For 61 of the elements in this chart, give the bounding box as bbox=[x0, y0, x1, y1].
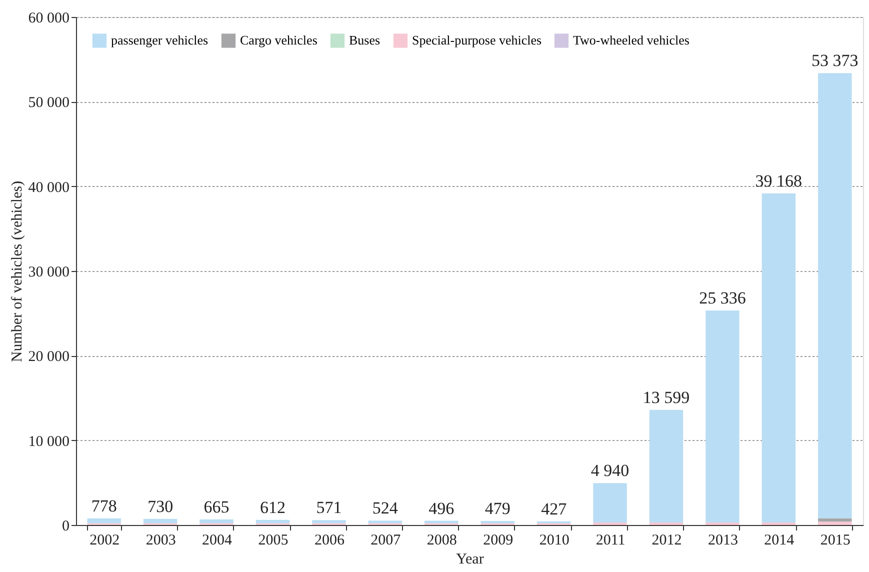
total-label: 53 373 bbox=[812, 51, 858, 70]
x-tick-label: 2015 bbox=[820, 532, 850, 548]
bar bbox=[593, 522, 627, 525]
bar bbox=[649, 410, 684, 522]
total-label: 665 bbox=[204, 497, 230, 516]
x-tick-label: 2007 bbox=[370, 532, 402, 548]
x-tick-label: 2012 bbox=[652, 532, 682, 548]
y-tick-label: 50 000 bbox=[28, 95, 70, 112]
y-tick-label: 60 000 bbox=[28, 10, 70, 26]
bar bbox=[649, 522, 684, 525]
y-tick-label: 30 000 bbox=[28, 264, 70, 280]
x-tick-label: 2004 bbox=[202, 532, 233, 548]
total-label: 25 336 bbox=[699, 288, 746, 308]
legend-label: Special-purpose vehicles bbox=[412, 32, 542, 48]
bar bbox=[312, 520, 346, 524]
x-tick-label: 2010 bbox=[539, 532, 570, 548]
bar bbox=[762, 193, 796, 522]
bar bbox=[143, 518, 178, 524]
bar bbox=[200, 519, 234, 524]
bar bbox=[818, 522, 852, 525]
legend-label: Two-wheeled vehicles bbox=[573, 32, 690, 48]
total-label: 39 168 bbox=[755, 171, 802, 190]
y-axis-title: Number of vehicles (vehicles) bbox=[9, 180, 26, 362]
y-tick-label: 0 bbox=[62, 518, 70, 534]
x-tick-label: 2008 bbox=[426, 532, 457, 548]
bar bbox=[593, 483, 627, 522]
total-label: 778 bbox=[91, 496, 117, 516]
bar bbox=[87, 518, 121, 524]
bar bbox=[706, 522, 740, 525]
bar bbox=[480, 520, 514, 524]
total-label: 612 bbox=[260, 498, 286, 517]
x-axis-title: Year bbox=[456, 552, 484, 568]
legend-label: Cargo vehicles bbox=[240, 32, 318, 48]
x-tick-label: 2002 bbox=[90, 532, 120, 548]
total-label: 13 599 bbox=[642, 388, 690, 407]
bar bbox=[256, 520, 290, 524]
total-label: 496 bbox=[428, 498, 454, 518]
bar bbox=[818, 73, 852, 518]
legend-label: passenger vehicles bbox=[111, 32, 208, 48]
x-tick-label: 2009 bbox=[483, 532, 514, 548]
bar bbox=[762, 522, 796, 525]
bar bbox=[424, 520, 458, 524]
total-label: 427 bbox=[541, 499, 568, 518]
y-tick-label: 10 000 bbox=[28, 434, 70, 450]
total-label: 524 bbox=[372, 498, 398, 518]
total-label: 479 bbox=[484, 498, 510, 518]
x-tick-label: 2005 bbox=[258, 532, 288, 548]
x-tick-label: 2014 bbox=[764, 532, 795, 548]
x-tick-label: 2011 bbox=[596, 532, 626, 548]
total-label: 571 bbox=[316, 498, 342, 518]
x-tick-label: 2006 bbox=[314, 532, 345, 548]
total-label: 730 bbox=[148, 496, 174, 516]
y-tick-label: 40 000 bbox=[28, 180, 70, 196]
bar bbox=[818, 518, 852, 522]
x-tick-label: 2013 bbox=[708, 532, 738, 548]
bar bbox=[368, 520, 402, 524]
legend-label: Buses bbox=[349, 32, 380, 48]
total-label: 4 940 bbox=[590, 461, 630, 480]
x-tick-label: 2003 bbox=[146, 532, 176, 548]
y-tick-label: 20 000 bbox=[28, 349, 70, 366]
bar bbox=[706, 310, 740, 522]
